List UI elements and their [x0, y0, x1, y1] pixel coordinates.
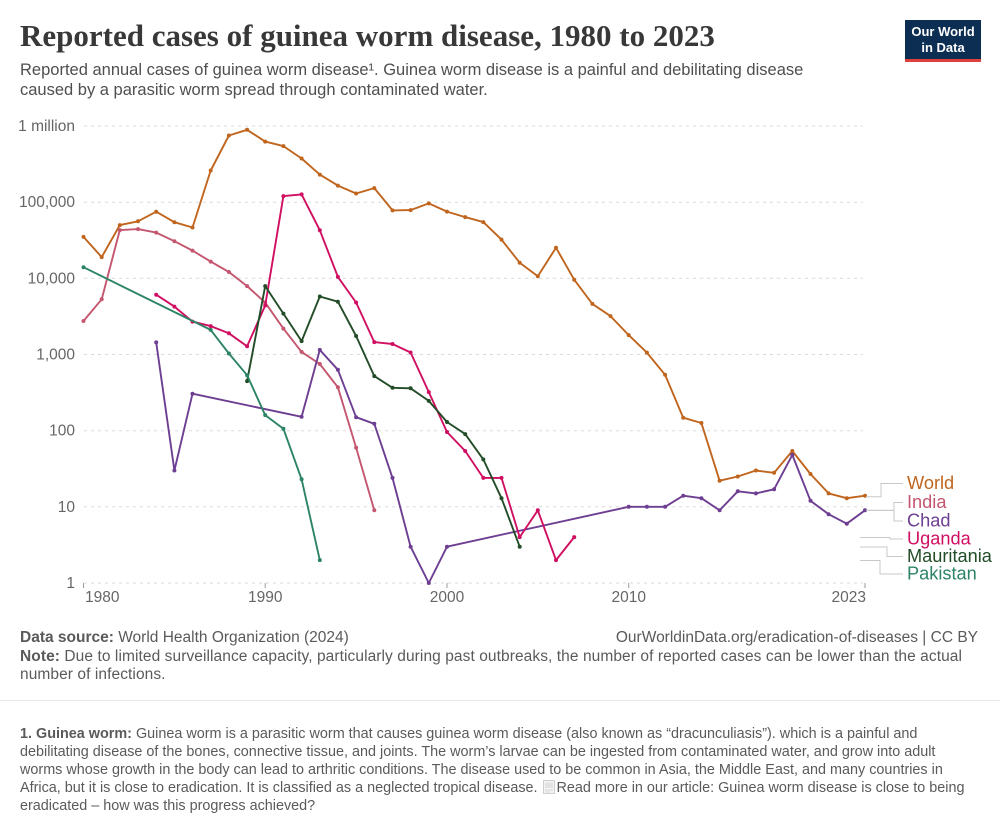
svg-text:1 million: 1 million	[18, 118, 75, 135]
svg-text:1,000: 1,000	[36, 347, 75, 364]
svg-text:Pakistan: Pakistan	[907, 564, 977, 584]
svg-text:Uganda: Uganda	[907, 529, 972, 549]
svg-text:Mauritania: Mauritania	[907, 546, 993, 566]
svg-text:1990: 1990	[248, 589, 283, 606]
svg-text:India: India	[907, 492, 947, 512]
svg-text:1: 1	[66, 575, 75, 592]
svg-text:World: World	[907, 473, 954, 493]
svg-text:10,000: 10,000	[28, 270, 76, 287]
svg-text:1980: 1980	[85, 589, 120, 606]
svg-text:10: 10	[58, 499, 76, 516]
svg-text:100,000: 100,000	[19, 194, 75, 211]
svg-text:2010: 2010	[611, 589, 646, 606]
svg-text:2023: 2023	[832, 589, 866, 606]
svg-text:100: 100	[49, 423, 75, 440]
svg-text:Chad: Chad	[907, 511, 950, 531]
svg-text:2000: 2000	[430, 589, 465, 606]
